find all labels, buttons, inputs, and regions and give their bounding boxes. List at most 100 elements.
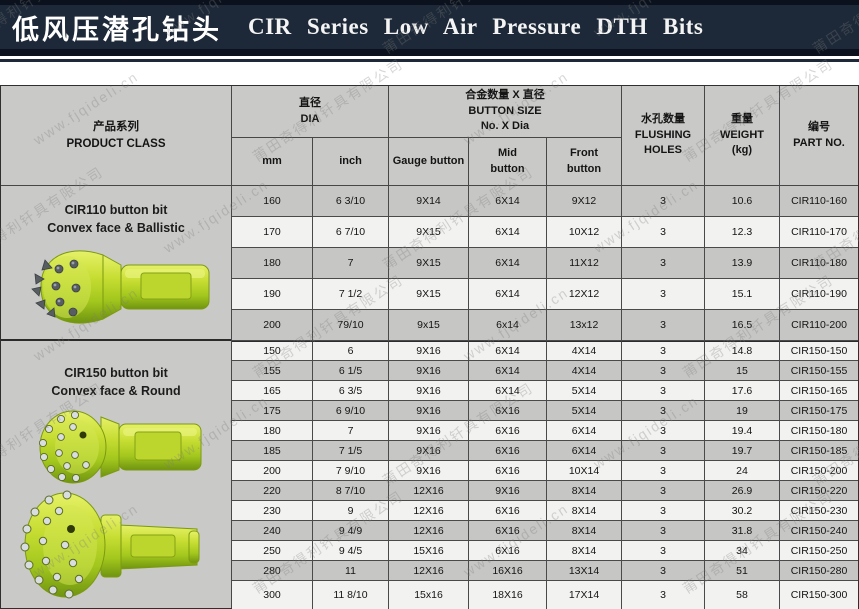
table-row: 200 79/10 9x15 6x14 13x12 3 16.5 CIR110-200 — [232, 310, 858, 341]
table-cell: 13x12 — [547, 310, 622, 341]
table-cell: 230 — [232, 501, 313, 521]
spec-grid: 直径 DIA mm inch 合金数量 X 直径 BUTTON SIZE No.… — [232, 86, 858, 609]
table-cell: 3 — [622, 401, 705, 421]
table-cell: CIR150-240 — [780, 521, 858, 541]
table-cell: CIR150-300 — [780, 581, 858, 609]
table-cell: 12X16 — [389, 501, 469, 521]
table-cell: CIR110-170 — [780, 217, 858, 248]
table-cell: CIR110-190 — [780, 279, 858, 310]
product-section-cir150: CIR150 button bit Convex face & Round — [1, 341, 231, 608]
table-cell: 12X16 — [389, 521, 469, 541]
table-cell: 12.3 — [705, 217, 780, 248]
table-cell: 9X14 — [389, 186, 469, 217]
product-section-cir110: CIR110 button bit Convex face & Ballisti… — [1, 186, 231, 341]
table-row: 180 7 9X16 6X16 6X14 3 19.4 CIR150-180 — [232, 421, 858, 441]
table-cell: 13X14 — [547, 561, 622, 581]
table-cell: 15.1 — [705, 279, 780, 310]
table-cell: CIR110-160 — [780, 186, 858, 217]
table-cell: 12X16 — [389, 561, 469, 581]
table-cell: 9X15 — [389, 248, 469, 279]
table-cell: 6X14 — [547, 421, 622, 441]
table-cell: 6 3/10 — [313, 186, 389, 217]
table-cell: 7 1/5 — [313, 441, 389, 461]
table-rows: 160 6 3/10 9X14 6X14 9X12 3 10.6 CIR110-160 170 6… — [232, 186, 858, 609]
table-cell: 8X14 — [547, 541, 622, 561]
table-cell: 7 1/2 — [313, 279, 389, 310]
table-cell: CIR150-185 — [780, 441, 858, 461]
table-cell: 11 8/10 — [313, 581, 389, 609]
table-cell: 5X14 — [547, 401, 622, 421]
table-row: 160 6 3/10 9X14 6X14 9X12 3 10.6 CIR110-160 — [232, 186, 858, 217]
mm-header: mm — [232, 138, 313, 186]
cir110-label: CIR110 button bit Convex face & Ballisti… — [1, 202, 231, 237]
cir150-label: CIR150 button bit Convex face & Round — [1, 365, 231, 400]
table-cell: 3 — [622, 541, 705, 561]
table-cell: 6X14 — [469, 248, 547, 279]
table-cell: 10X14 — [547, 461, 622, 481]
title-bar: 低风压潜孔钻头 CIR Series Low Air Pressure DTH … — [0, 0, 859, 56]
table-cell: 3 — [622, 461, 705, 481]
table-cell: 11 — [313, 561, 389, 581]
table-cell: 280 — [232, 561, 313, 581]
table-cell: 10.6 — [705, 186, 780, 217]
table-cell: 6X14 — [469, 361, 547, 381]
table-header: 直径 DIA mm inch 合金数量 X 直径 BUTTON SIZE No.… — [232, 86, 858, 186]
table-cell: 6 9/10 — [313, 401, 389, 421]
table-cell: 180 — [232, 248, 313, 279]
table-cell: 9X15 — [389, 279, 469, 310]
table-row: 230 9 12X16 6X16 8X14 3 30.2 CIR150-230 — [232, 501, 858, 521]
product-class-column: 产品系列 PRODUCT CLASS CIR110 button bit Con… — [1, 86, 232, 608]
table-cell: 12X12 — [547, 279, 622, 310]
table-cell: 3 — [622, 279, 705, 310]
table-cell: CIR150-220 — [780, 481, 858, 501]
table-cell: 12X16 — [389, 481, 469, 501]
table-cell: 3 — [622, 361, 705, 381]
table-cell: 220 — [232, 481, 313, 501]
table-cell: 17X14 — [547, 581, 622, 609]
table-cell: 9X16 — [389, 381, 469, 401]
table-cell: CIR150-180 — [780, 421, 858, 441]
table-cell: 15 — [705, 361, 780, 381]
table-cell: 14.8 — [705, 341, 780, 361]
cir110-subtitle: Convex face & Ballistic — [47, 220, 185, 235]
table-cell: 16.5 — [705, 310, 780, 341]
button-size-header: 合金数量 X 直径 BUTTON SIZE No. X Dia — [389, 86, 622, 138]
table-cell: 17.6 — [705, 381, 780, 401]
table-cell: 7 9/10 — [313, 461, 389, 481]
table-cell: 9X16 — [389, 421, 469, 441]
table-cell: CIR150-175 — [780, 401, 858, 421]
table-cell: 190 — [232, 279, 313, 310]
table-cell: 19.4 — [705, 421, 780, 441]
table-cell: 6 7/10 — [313, 217, 389, 248]
table-cell: 185 — [232, 441, 313, 461]
table-cell: 175 — [232, 401, 313, 421]
header-divider — [0, 59, 859, 62]
table-cell: 24 — [705, 461, 780, 481]
table-cell: 26.9 — [705, 481, 780, 501]
table-cell: 250 — [232, 541, 313, 561]
table-cell: 4X14 — [547, 341, 622, 361]
table-cell: 79/10 — [313, 310, 389, 341]
table-row: 200 7 9/10 9X16 6X16 10X14 3 24 CIR150-200 — [232, 461, 858, 481]
table-cell: 3 — [622, 310, 705, 341]
table-cell: 155 — [232, 361, 313, 381]
table-cell: 6X16 — [469, 501, 547, 521]
table-row: 175 6 9/10 9X16 6X16 5X14 3 19 CIR150-175 — [232, 401, 858, 421]
table-cell: 3 — [622, 421, 705, 441]
dia-column-group: 直径 DIA mm inch — [232, 86, 389, 186]
table-cell: 3 — [622, 381, 705, 401]
table-row: 185 7 1/5 9X16 6X16 6X14 3 19.7 CIR150-185 — [232, 441, 858, 461]
table-cell: 9X16 — [389, 341, 469, 361]
table-row: 250 9 4/5 15X16 6X16 8X14 3 34 CIR150-250 — [232, 541, 858, 561]
table-cell: 9X16 — [389, 361, 469, 381]
table-cell: 6X14 — [469, 217, 547, 248]
table-cell: CIR150-150 — [780, 341, 858, 361]
table-cell: 3 — [622, 341, 705, 361]
cir150-name: CIR150 button bit — [64, 366, 168, 380]
table-cell: 7 — [313, 248, 389, 279]
table-cell: 9X15 — [389, 217, 469, 248]
table-cell: 200 — [232, 310, 313, 341]
table-cell: 10X12 — [547, 217, 622, 248]
table-cell: 6X14 — [469, 279, 547, 310]
table-cell: 180 — [232, 421, 313, 441]
